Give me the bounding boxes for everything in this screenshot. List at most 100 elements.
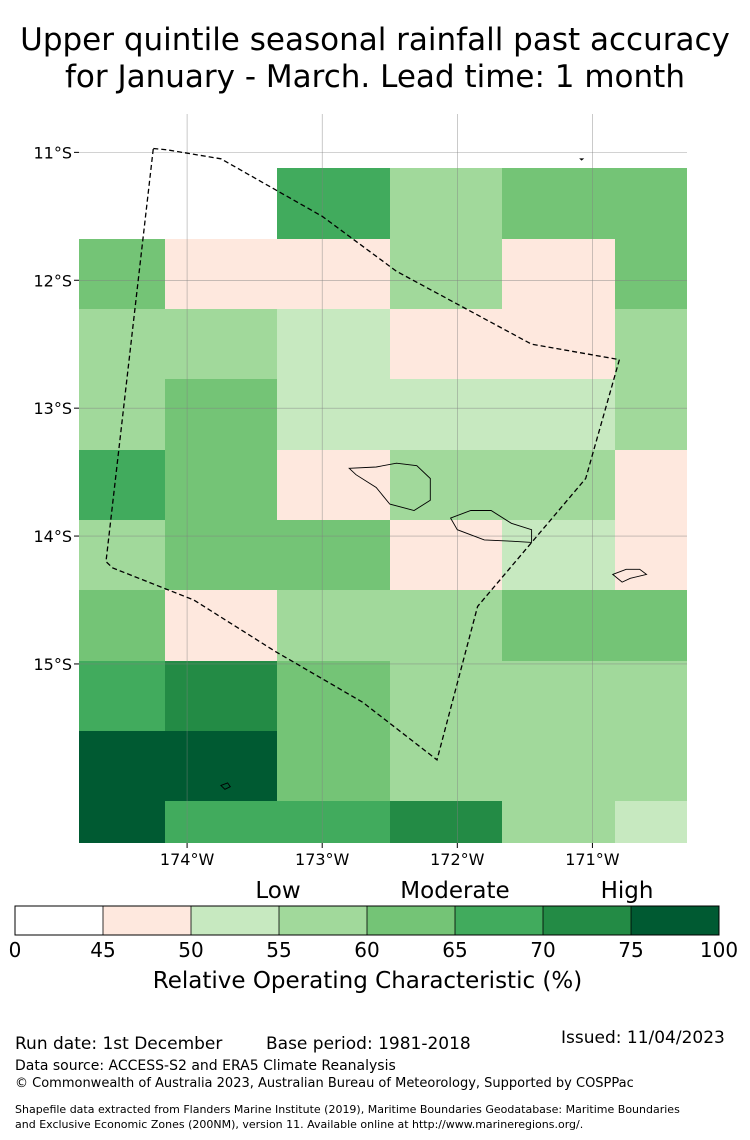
category-low: Low <box>255 878 301 904</box>
grid-cell <box>390 661 502 731</box>
grid-cell <box>277 168 390 239</box>
grid-cell <box>390 801 502 843</box>
grid-cell <box>390 309 502 379</box>
chart-title: Upper quintile seasonal rainfall past ac… <box>0 22 750 96</box>
grid-cell <box>390 379 502 450</box>
grid-cell <box>79 520 165 590</box>
gridlines <box>74 114 687 848</box>
grid-cell <box>615 731 687 801</box>
grid-cell <box>390 450 502 520</box>
category-moderate: Moderate <box>400 878 510 904</box>
colorbar-segment <box>191 906 279 935</box>
lon-label: 171°W <box>565 850 620 869</box>
grid-cell <box>79 450 165 520</box>
tick-75: 75 <box>618 938 644 962</box>
grid-cell <box>165 520 277 590</box>
grid-cell <box>277 661 390 731</box>
title-line-2: for January - March. Lead time: 1 month <box>65 59 685 95</box>
run-date: Run date: 1st December <box>15 1034 223 1054</box>
grid-cell <box>79 590 165 661</box>
colorbar <box>14 905 720 936</box>
issued-date: Issued: 11/04/2023 <box>561 1028 725 1048</box>
base-period: Base period: 1981-2018 <box>266 1034 471 1054</box>
islands <box>220 158 648 790</box>
eez-boundary <box>105 147 621 762</box>
lat-label: 11°S <box>33 143 72 162</box>
grid-cell <box>165 309 277 379</box>
grid-cell <box>165 801 277 843</box>
colorbar-segment <box>631 906 719 935</box>
grid-cell <box>615 661 687 731</box>
colorbar-segment <box>455 906 543 935</box>
colorbar-segment <box>15 906 103 935</box>
grid-cell <box>502 520 615 590</box>
grid-cell <box>165 239 277 309</box>
island-outline <box>220 782 231 790</box>
grid-cell <box>79 379 165 450</box>
grid-cell <box>615 168 687 239</box>
grid-cell <box>79 801 165 843</box>
grid-cells <box>79 168 687 843</box>
tick-100: 100 <box>699 938 739 962</box>
lon-label: 173°W <box>295 850 350 869</box>
tick-70: 70 <box>530 938 556 962</box>
colorbar-segment <box>279 906 367 935</box>
grid-cell <box>277 379 390 450</box>
grid-cell <box>390 731 502 801</box>
tick-55: 55 <box>266 938 292 962</box>
island-outline <box>449 510 533 543</box>
grid-cell <box>79 309 165 379</box>
tick-45: 45 <box>90 938 116 962</box>
island-outline <box>579 158 585 161</box>
grid-cell <box>502 239 615 309</box>
lon-label: 172°W <box>430 850 485 869</box>
shapefile-credit-1: Shapefile data extracted from Flanders M… <box>15 1103 680 1116</box>
colorbar-title: Relative Operating Characteristic (%) <box>152 968 583 994</box>
copyright: © Commonwealth of Australia 2023, Austra… <box>15 1076 634 1091</box>
grid-cell <box>165 590 277 661</box>
colorbar-tick-labels: 0 45 50 55 60 65 70 75 100 <box>0 938 750 964</box>
grid-cell <box>615 520 687 590</box>
longitude-labels: 174°W 173°W 172°W 171°W <box>160 850 620 869</box>
grid-cell <box>165 379 277 450</box>
grid-cell <box>79 731 165 801</box>
grid-cell <box>390 239 502 309</box>
grid-cell <box>165 450 277 520</box>
grid-cell <box>502 309 615 379</box>
grid-cell <box>615 450 687 520</box>
grid-cell <box>502 450 615 520</box>
data-source: Data source: ACCESS-S2 and ERA5 Climate … <box>15 1058 396 1074</box>
grid-cell <box>277 450 390 520</box>
tick-65: 65 <box>442 938 468 962</box>
grid-cell <box>615 309 687 379</box>
grid-cell <box>277 590 390 661</box>
tick-50: 50 <box>178 938 204 962</box>
island-outline <box>348 462 431 511</box>
grid-cell <box>502 590 615 661</box>
shapefile-credit-2: and Exclusive Economic Zones (200NM), ve… <box>15 1118 584 1131</box>
colorbar-segment <box>103 906 191 935</box>
grid-cell <box>277 801 390 843</box>
colorbar-category-labels: Low Moderate High <box>0 878 750 908</box>
grid-cell <box>390 590 502 661</box>
island-outline <box>611 568 648 583</box>
grid-cell <box>615 379 687 450</box>
colorbar-frame <box>14 905 720 936</box>
grid-cell <box>615 801 687 843</box>
grid-cell <box>165 731 277 801</box>
tick-60: 60 <box>354 938 380 962</box>
grid-cell <box>502 379 615 450</box>
latitude-labels: 11°S 12°S 13°S 14°S 15°S <box>33 143 72 674</box>
rainfall-accuracy-map: 11°S 12°S 13°S 14°S 15°S 174°W 173°W 172°W 171°… <box>33 114 687 869</box>
title-line-1: Upper quintile seasonal rainfall past ac… <box>20 22 730 58</box>
grid-cell <box>390 168 502 239</box>
lat-label: 12°S <box>33 271 72 290</box>
grid-cell <box>502 168 615 239</box>
lat-label: 14°S <box>33 527 72 546</box>
grid-cell <box>79 239 165 309</box>
grid-cell <box>390 520 502 590</box>
grid-cell <box>277 731 390 801</box>
grid-cell <box>502 801 615 843</box>
colorbar-segment <box>367 906 455 935</box>
grid-cell <box>502 731 615 801</box>
